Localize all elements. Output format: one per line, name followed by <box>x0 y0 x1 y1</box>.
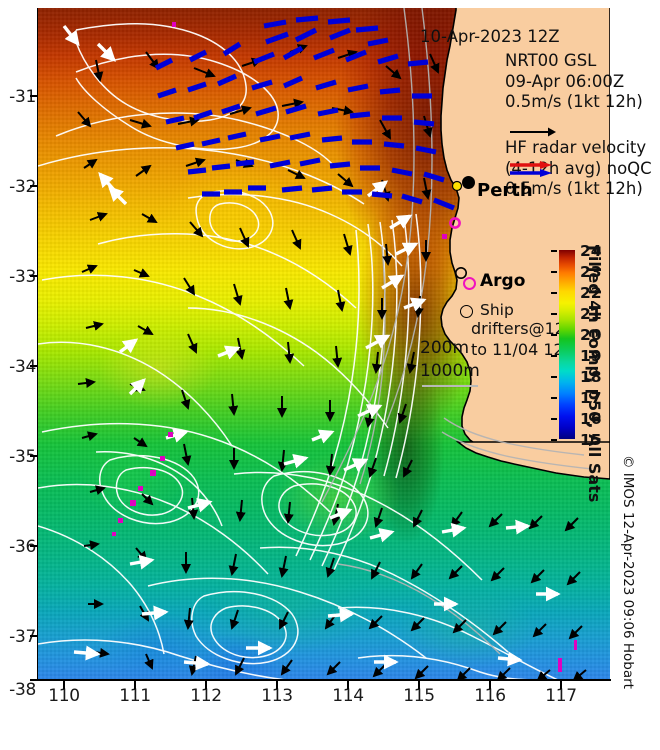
x-tick-label: 116 <box>474 686 506 706</box>
x-tick-label: 115 <box>403 686 435 706</box>
colorbar-tick-label: 16 <box>580 410 602 428</box>
perth-station-marker <box>451 180 463 192</box>
colorbar-tick-label: 19 <box>580 347 602 365</box>
hf-radar-vectors <box>154 15 455 211</box>
ship-legend-icon <box>460 305 473 318</box>
colorbar-tick-label: 24 <box>580 242 602 260</box>
colorbar-tick-label: 23 <box>580 263 602 281</box>
altimetry-info-block: NRT00 GSL 09-Apr 06:00Z 0.5m/s (1kt 12h) <box>505 51 643 113</box>
drifter-track-dots <box>112 22 577 672</box>
strong-current-arrows <box>62 24 561 671</box>
ship-legend-label: Ship <box>480 301 514 319</box>
y-tick-label: -32 <box>9 177 36 197</box>
bathymetry-1000m-label: 1000m <box>420 361 480 381</box>
drifter-legend-line-1: drifters@12 <box>471 319 559 338</box>
bathymetry-legend-block: 200m 1000m <box>420 337 480 383</box>
colorbar-tick-label: 18 <box>580 368 602 386</box>
drifter-legend-block: drifters@12 to 11/04 12 <box>471 318 559 360</box>
x-tick-label: 110 <box>48 686 80 706</box>
argo-float-legend-icon <box>463 277 476 290</box>
map-canvas[interactable] <box>38 8 610 680</box>
altimetry-time-line: 09-Apr 06:00Z <box>505 71 625 91</box>
y-tick-label: -38 <box>9 680 36 700</box>
coastline-south-land <box>455 441 610 480</box>
bathymetry-200m-label: 200m <box>420 338 470 358</box>
argo-float-marker-map <box>449 217 461 229</box>
argo-legend-label: Argo <box>480 271 526 291</box>
perth-city-dot-icon <box>462 176 475 189</box>
hf-radar-title-line: HF radar velocity <box>505 138 647 157</box>
y-tick-label: -36 <box>9 537 36 557</box>
x-tick-label: 111 <box>119 686 151 706</box>
x-tick-label: 112 <box>190 686 222 706</box>
colorbar-tick-label: 15 <box>580 431 602 449</box>
colorbar-title: Filled 4h comp, p50, All Sats <box>585 245 604 503</box>
y-tick-label: -35 <box>9 447 36 467</box>
imos-credit-label: © IMOS 12-Apr-2023 09:06 Hobart <box>620 455 636 689</box>
y-tick-label: -37 <box>9 627 36 647</box>
colorbar-tick-label: 22 <box>580 284 602 302</box>
colorbar-tick-label: 21 <box>580 305 602 323</box>
ship-marker-map <box>454 266 467 279</box>
x-tick-label: 113 <box>261 686 293 706</box>
map-frame-left-edge <box>37 8 38 680</box>
y-tick-label: -31 <box>9 87 36 107</box>
colorbar-tick-label: 17 <box>580 389 602 407</box>
hf-radar-scale-line: 0.5m/s (1kt 12h) <box>505 179 643 198</box>
y-tick-label: -34 <box>9 357 36 377</box>
bathymetry-legend-rule <box>422 385 478 387</box>
altimetry-scale-line: 0.5m/s (1kt 12h) <box>505 92 643 111</box>
perth-city-label: Perth <box>477 180 533 201</box>
x-tick-label: 117 <box>545 686 577 706</box>
map-frame-bottom-edge <box>38 679 611 681</box>
drifter-legend-line-2: to 11/04 12 <box>471 340 559 359</box>
altimetry-reference-arrow-icon <box>510 127 556 137</box>
map-date-label: 10-Apr-2023 12Z <box>420 27 560 46</box>
sst-colorbar <box>559 250 575 439</box>
x-tick-label: 114 <box>332 686 364 706</box>
hf-radar-reference-vector-icon <box>510 161 552 177</box>
colorbar-tick-label: 20 <box>580 326 602 344</box>
altimetry-product-line: NRT00 GSL <box>505 51 597 70</box>
y-tick-label: -33 <box>9 267 36 287</box>
